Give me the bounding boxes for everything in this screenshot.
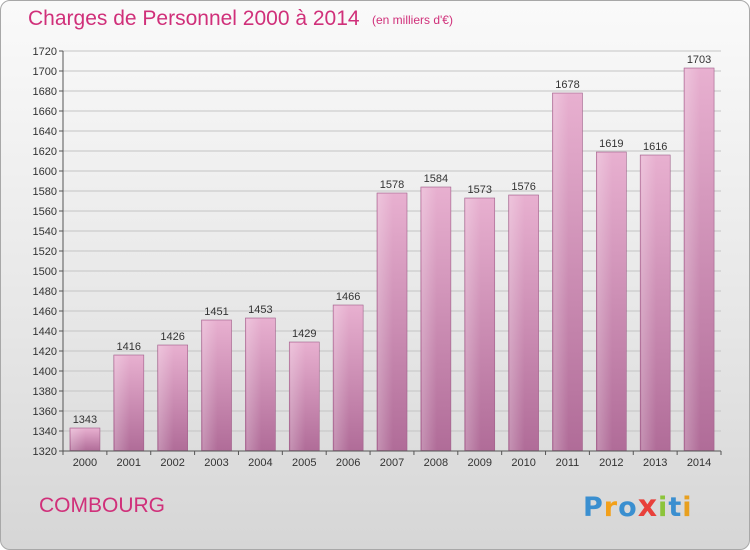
bar-highlight: [290, 343, 306, 450]
logo-letter: t: [668, 492, 683, 523]
x-tick-label: 2001: [117, 457, 141, 469]
y-tick-label: 1720: [33, 46, 57, 58]
data-label: 1616: [643, 141, 667, 153]
y-tick-label: 1320: [33, 446, 57, 458]
chart-title: Charges de Personnel 2000 à 2014: [28, 7, 360, 30]
bar-highlight: [509, 196, 525, 450]
logo-letter: o: [618, 492, 638, 523]
logo-letter: r: [603, 492, 619, 523]
y-tick-label: 1540: [33, 226, 57, 238]
x-tick-label: 2002: [160, 457, 184, 469]
y-tick-label: 1640: [33, 126, 57, 138]
y-tick-label: 1420: [33, 346, 57, 358]
data-label: 1429: [292, 328, 316, 340]
y-tick-label: 1620: [33, 146, 57, 158]
data-label: 1703: [687, 54, 711, 66]
data-label: 1466: [336, 291, 360, 303]
data-label: 1678: [555, 79, 579, 91]
x-tick-label: 2012: [599, 457, 623, 469]
y-tick-label: 1600: [33, 166, 57, 178]
data-label: 1619: [599, 138, 623, 150]
proxiti-logo: Proxiti: [583, 489, 693, 525]
bar-highlight: [641, 156, 657, 450]
bar-highlight: [685, 69, 701, 450]
data-label: 1343: [73, 414, 97, 426]
logo-letter: x: [637, 489, 659, 524]
y-tick-label: 1560: [33, 206, 57, 218]
y-tick-label: 1480: [33, 286, 57, 298]
x-tick-label: 2000: [73, 457, 97, 469]
bar-highlight: [421, 188, 437, 450]
x-tick-label: 2005: [292, 457, 316, 469]
y-tick-label: 1700: [33, 66, 57, 78]
y-tick-label: 1460: [33, 306, 57, 318]
data-label: 1584: [424, 173, 448, 185]
x-tick-label: 2014: [687, 457, 711, 469]
y-tick-label: 1400: [33, 366, 57, 378]
x-tick-label: 2009: [467, 457, 491, 469]
y-tick-label: 1500: [33, 266, 57, 278]
y-tick-label: 1660: [33, 106, 57, 118]
x-tick-label: 2010: [511, 457, 535, 469]
y-tick-label: 1680: [33, 86, 57, 98]
logo-letter: i: [682, 492, 693, 523]
y-tick-label: 1580: [33, 186, 57, 198]
bar-highlight: [246, 319, 262, 450]
data-label: 1573: [467, 184, 491, 196]
x-tick-label: 2003: [204, 457, 228, 469]
data-label: 1576: [511, 181, 535, 193]
y-tick-label: 1380: [33, 386, 57, 398]
bar-highlight: [378, 194, 393, 450]
data-label: 1451: [204, 306, 228, 318]
x-tick-label: 2004: [248, 457, 272, 469]
logo-letter: P: [583, 492, 604, 523]
bar-highlight: [70, 429, 86, 450]
data-label: 1416: [117, 341, 141, 353]
y-tick-label: 1440: [33, 326, 57, 338]
city-name: COMBOURG: [39, 494, 165, 517]
y-tick-label: 1340: [33, 426, 57, 438]
bar-highlight: [597, 153, 613, 450]
y-tick-label: 1520: [33, 246, 57, 258]
data-label: 1453: [248, 304, 272, 316]
bar-highlight: [114, 356, 130, 450]
bar-highlight: [553, 94, 569, 450]
x-tick-label: 2008: [424, 457, 448, 469]
y-tick-label: 1360: [33, 406, 57, 418]
x-tick-label: 2011: [556, 457, 580, 469]
data-label: 1426: [160, 331, 184, 343]
logo-letter: i: [658, 492, 669, 523]
bar-highlight: [158, 346, 174, 450]
x-tick-label: 2013: [643, 457, 667, 469]
x-tick-label: 2006: [336, 457, 360, 469]
bar-highlight: [334, 306, 350, 450]
bar-highlight: [465, 199, 481, 450]
data-label: 1578: [380, 179, 404, 191]
bar-highlight: [202, 321, 218, 450]
x-tick-label: 2007: [380, 457, 404, 469]
chart-subtitle: (en milliers d'€): [372, 13, 453, 27]
